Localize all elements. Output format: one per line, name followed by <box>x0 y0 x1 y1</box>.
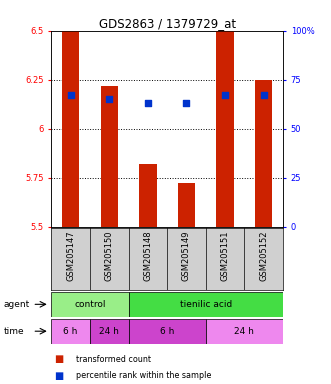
Text: GSM205147: GSM205147 <box>66 231 75 281</box>
Point <box>261 92 266 98</box>
Point <box>222 92 228 98</box>
Bar <box>216 31 234 227</box>
Bar <box>90 319 128 344</box>
Point <box>68 92 73 98</box>
Text: percentile rank within the sample: percentile rank within the sample <box>76 371 212 380</box>
Bar <box>255 79 272 227</box>
Text: 6 h: 6 h <box>160 327 174 336</box>
Text: ■: ■ <box>55 371 64 381</box>
Bar <box>62 31 79 227</box>
Text: GSM205148: GSM205148 <box>143 231 152 281</box>
Bar <box>51 292 128 317</box>
Text: 24 h: 24 h <box>99 327 119 336</box>
Bar <box>51 319 90 344</box>
Text: GSM205150: GSM205150 <box>105 231 114 281</box>
Bar <box>206 319 283 344</box>
Bar <box>178 184 195 227</box>
Bar <box>128 292 283 317</box>
Text: time: time <box>3 327 24 336</box>
Text: transformed count: transformed count <box>76 354 151 364</box>
Bar <box>128 319 206 344</box>
Bar <box>139 164 157 227</box>
Point <box>145 100 151 106</box>
Text: tienilic acid: tienilic acid <box>180 300 232 309</box>
Text: control: control <box>74 300 106 309</box>
Text: GSM205152: GSM205152 <box>259 231 268 281</box>
Bar <box>101 86 118 227</box>
Text: 6 h: 6 h <box>64 327 78 336</box>
Point <box>107 96 112 102</box>
Title: GDS2863 / 1379729_at: GDS2863 / 1379729_at <box>99 17 236 30</box>
Text: 24 h: 24 h <box>234 327 254 336</box>
Text: agent: agent <box>3 300 29 309</box>
Text: ■: ■ <box>55 354 64 364</box>
Point <box>184 100 189 106</box>
Text: GSM205151: GSM205151 <box>220 231 230 281</box>
Text: GSM205149: GSM205149 <box>182 231 191 281</box>
